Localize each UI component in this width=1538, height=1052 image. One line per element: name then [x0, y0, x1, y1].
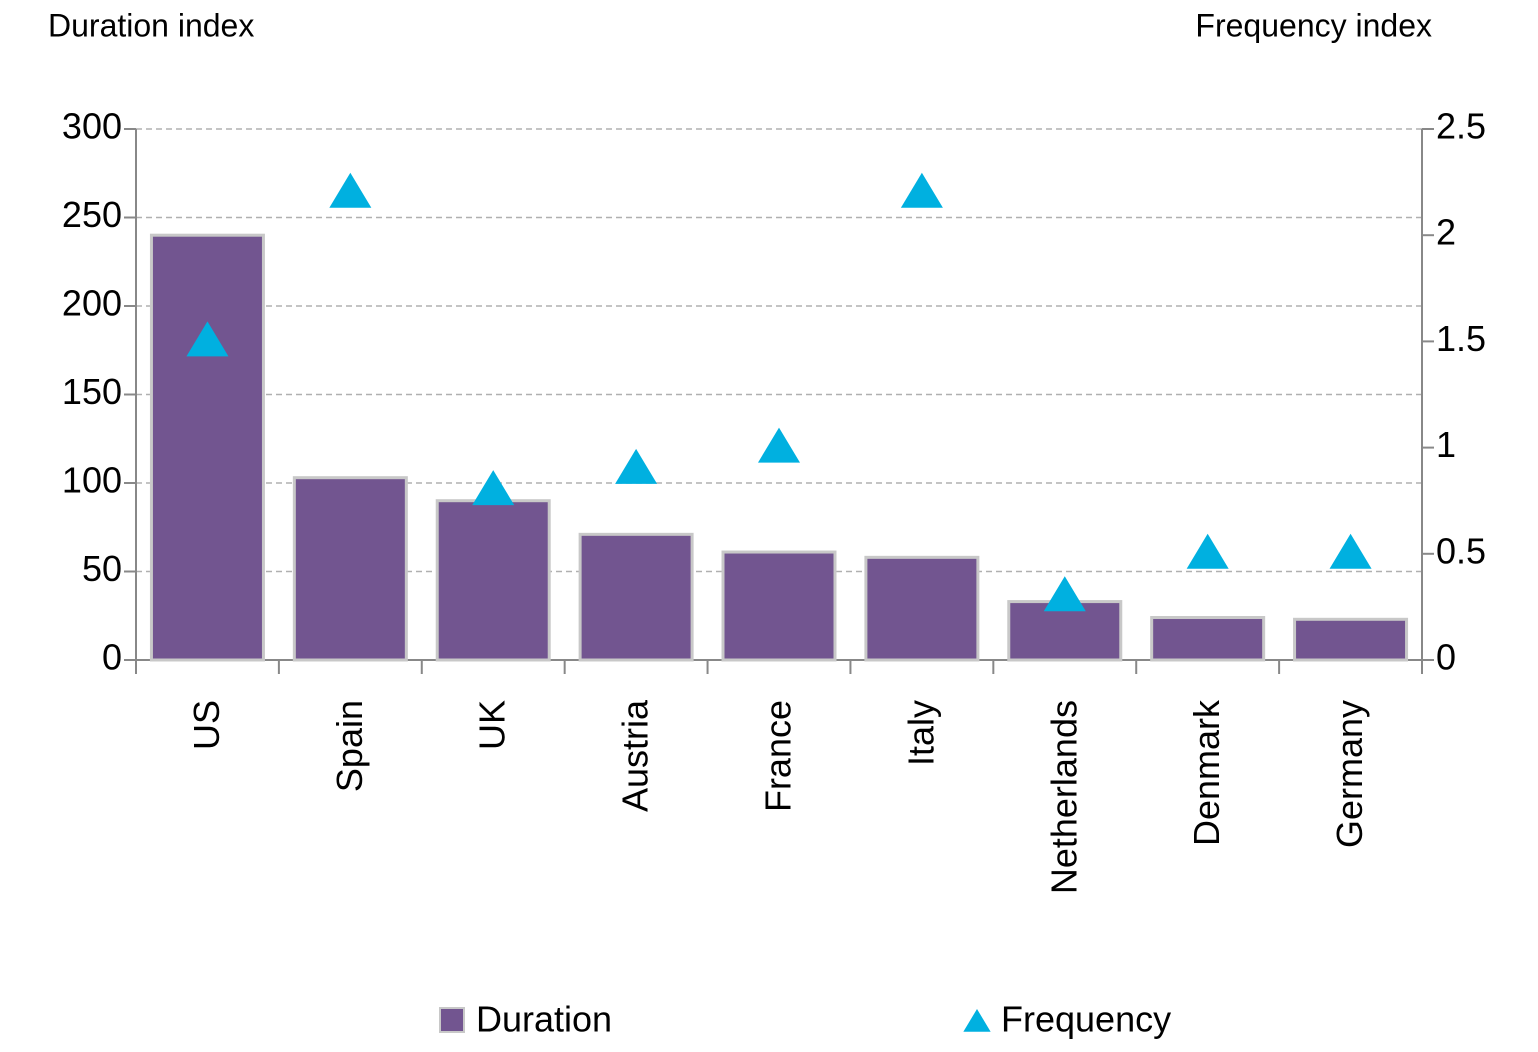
marker [615, 448, 658, 484]
marker [758, 427, 800, 463]
y2-tick-label: 0 [1436, 637, 1456, 678]
y-tick-label: 150 [62, 371, 122, 412]
bar [1150, 616, 1266, 662]
y2-tick-label: 2.5 [1436, 106, 1486, 147]
y2-tick-label: 1.5 [1436, 318, 1486, 359]
x-tick-label: Italy [900, 700, 941, 766]
y-tick-label: 200 [62, 283, 122, 324]
legend-swatch [963, 1009, 991, 1032]
legend-label: Frequency [1001, 999, 1171, 1040]
y-tick-label: 0 [102, 637, 122, 678]
marker [1329, 533, 1372, 569]
y-tick-label: 50 [82, 548, 122, 589]
y-axis-title: Duration index [48, 7, 254, 43]
y2-tick-label: 0.5 [1436, 530, 1486, 571]
marker [329, 172, 372, 208]
bar [578, 532, 694, 662]
x-tick-label: Spain [329, 700, 370, 792]
x-tick-label: US [186, 700, 227, 750]
marker [472, 470, 515, 506]
y-tick-label: 100 [62, 460, 122, 501]
bar [149, 233, 265, 662]
legend-label: Duration [476, 999, 612, 1040]
x-tick-label: UK [472, 700, 513, 750]
x-tick-label: Denmark [1186, 699, 1227, 846]
marker [1043, 576, 1086, 612]
y2-tick-label: 1 [1436, 424, 1456, 465]
x-tick-label: Germany [1329, 700, 1370, 848]
y2-tick-label: 2 [1436, 212, 1456, 253]
legend-swatch [439, 1007, 465, 1033]
x-tick-label: Austria [615, 699, 656, 812]
marker [900, 172, 943, 208]
bar [1293, 617, 1409, 662]
bar [721, 550, 837, 662]
bar [292, 476, 408, 662]
y-tick-label: 250 [62, 194, 122, 235]
bar [864, 555, 980, 662]
y-tick-label: 300 [62, 106, 122, 147]
x-tick-label: Netherlands [1043, 700, 1084, 894]
bar [1007, 600, 1123, 662]
bar [435, 499, 551, 662]
marker [186, 321, 229, 357]
x-tick-label: France [758, 700, 799, 812]
marker [1186, 533, 1229, 569]
y2-axis-title: Frequency index [1195, 7, 1432, 43]
